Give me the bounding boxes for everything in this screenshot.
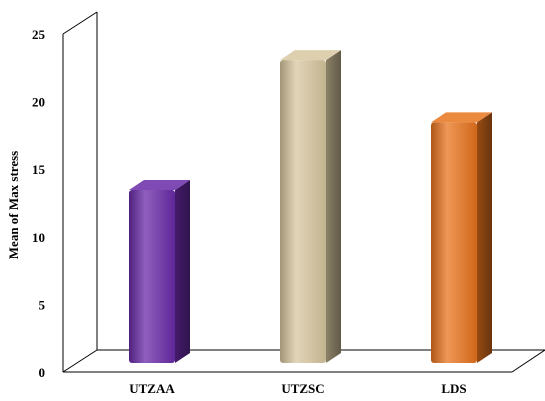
x-tick-label: UTZSC xyxy=(281,381,324,396)
y-tick-label: 15 xyxy=(32,162,46,177)
floor-right-edge xyxy=(511,349,545,373)
y-tick-label: 0 xyxy=(39,365,46,380)
bar-front-face xyxy=(431,122,477,364)
y-tick-labels: 0 5 10 15 20 25 xyxy=(32,27,46,380)
x-tick-label: LDS xyxy=(441,381,466,396)
bars-group xyxy=(129,50,492,364)
bar-lds xyxy=(431,112,492,364)
bar-top-face xyxy=(431,112,492,123)
y-tick-label: 5 xyxy=(39,297,46,312)
bar-top-face xyxy=(280,50,341,61)
bar-utzsc xyxy=(280,50,341,363)
y-axis-title: Mean of Max stress xyxy=(6,151,21,259)
top-left-edge xyxy=(62,11,98,35)
floor-left-edge xyxy=(62,349,98,373)
bar-front-face xyxy=(280,60,326,363)
bar-side-face xyxy=(175,179,190,363)
bar-side-face xyxy=(326,50,341,363)
bar-utzaa xyxy=(129,179,190,363)
x-tick-labels: UTZAA UTZSC LDS xyxy=(129,381,466,396)
x-tick-label: UTZAA xyxy=(129,381,175,396)
y-tick-label: 25 xyxy=(32,27,46,42)
y-tick-label: 20 xyxy=(32,95,45,110)
bar-top-face xyxy=(129,179,190,190)
bar-side-face xyxy=(477,112,492,364)
bar-front-face xyxy=(129,189,175,363)
y-tick-label: 10 xyxy=(32,230,45,245)
